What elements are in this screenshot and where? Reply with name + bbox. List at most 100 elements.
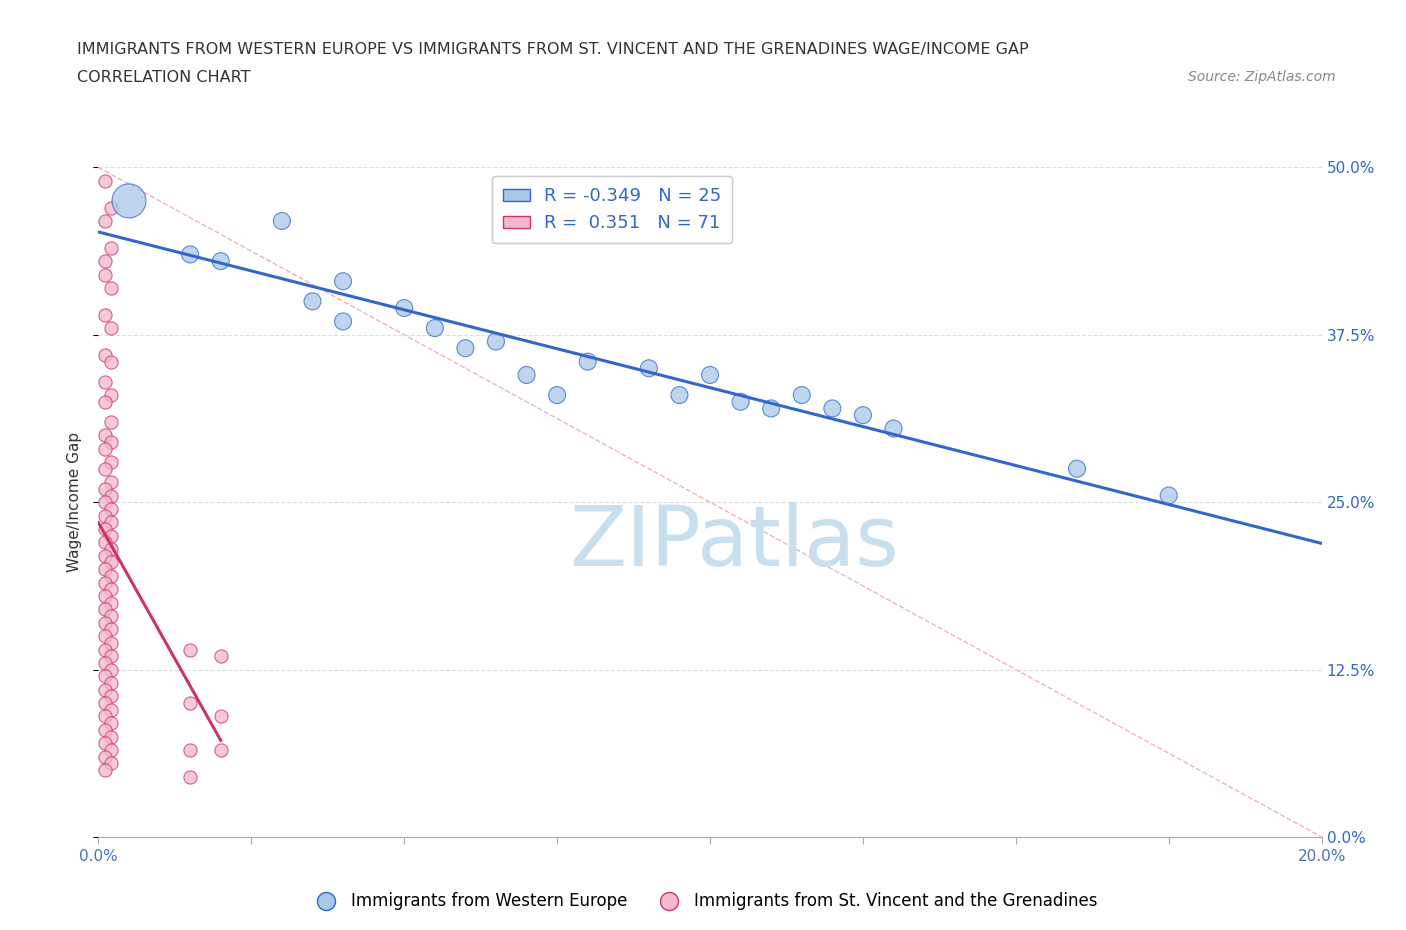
Point xyxy=(100,515,122,530)
Point xyxy=(93,173,115,188)
Point xyxy=(100,608,122,623)
Point xyxy=(100,455,122,470)
Point xyxy=(576,354,599,369)
Point xyxy=(179,742,201,757)
Point xyxy=(100,501,122,516)
Point xyxy=(1157,488,1180,503)
Point xyxy=(93,495,115,510)
Point xyxy=(100,281,122,296)
Point xyxy=(93,575,115,590)
Y-axis label: Wage/Income Gap: Wage/Income Gap xyxy=(66,432,82,572)
Point xyxy=(270,214,292,229)
Point xyxy=(118,193,141,208)
Point xyxy=(93,254,115,269)
Point xyxy=(100,388,122,403)
Point xyxy=(209,742,232,757)
Point xyxy=(759,401,782,416)
Point xyxy=(93,763,115,777)
Point xyxy=(100,595,122,610)
Point xyxy=(209,649,232,664)
Point xyxy=(100,354,122,369)
Point xyxy=(93,683,115,698)
Text: Source: ZipAtlas.com: Source: ZipAtlas.com xyxy=(1188,70,1336,84)
Point xyxy=(179,247,201,262)
Point xyxy=(668,388,690,403)
Point xyxy=(93,549,115,564)
Point xyxy=(100,756,122,771)
Point xyxy=(100,662,122,677)
Point xyxy=(332,273,354,288)
Point xyxy=(93,602,115,617)
Point xyxy=(209,709,232,724)
Point xyxy=(852,407,875,422)
Point xyxy=(100,635,122,650)
Point xyxy=(100,702,122,717)
Point xyxy=(821,401,844,416)
Point xyxy=(93,616,115,631)
Point xyxy=(100,716,122,731)
Point xyxy=(100,474,122,489)
Point xyxy=(93,669,115,684)
Point xyxy=(93,723,115,737)
Point xyxy=(93,589,115,604)
Point xyxy=(93,307,115,322)
Point xyxy=(1066,461,1088,476)
Point xyxy=(100,582,122,597)
Point xyxy=(93,656,115,671)
Point xyxy=(100,321,122,336)
Point xyxy=(93,394,115,409)
Point xyxy=(179,696,201,711)
Point xyxy=(93,562,115,577)
Point xyxy=(93,642,115,657)
Text: CORRELATION CHART: CORRELATION CHART xyxy=(77,70,250,85)
Point xyxy=(93,348,115,363)
Text: ZIPatlas: ZIPatlas xyxy=(569,502,900,583)
Point xyxy=(100,434,122,449)
Point xyxy=(93,461,115,476)
Point xyxy=(546,388,568,403)
Point xyxy=(100,649,122,664)
Point xyxy=(100,200,122,215)
Point xyxy=(93,441,115,456)
Point xyxy=(93,522,115,537)
Point xyxy=(100,541,122,556)
Legend: R = -0.349   N = 25, R =  0.351   N = 71: R = -0.349 N = 25, R = 0.351 N = 71 xyxy=(492,177,733,243)
Point xyxy=(93,696,115,711)
Point xyxy=(301,294,323,309)
Point xyxy=(179,769,201,784)
Text: IMMIGRANTS FROM WESTERN EUROPE VS IMMIGRANTS FROM ST. VINCENT AND THE GRENADINES: IMMIGRANTS FROM WESTERN EUROPE VS IMMIGR… xyxy=(77,42,1029,57)
Point xyxy=(392,300,416,315)
Point xyxy=(423,321,446,336)
Point xyxy=(100,488,122,503)
Point xyxy=(93,482,115,497)
Point xyxy=(100,528,122,543)
Point xyxy=(100,415,122,430)
Point xyxy=(93,750,115,764)
Point xyxy=(790,388,813,403)
Point xyxy=(100,729,122,744)
Point xyxy=(179,642,201,657)
Point xyxy=(454,340,477,355)
Point xyxy=(93,629,115,644)
Point xyxy=(699,367,721,382)
Point xyxy=(100,742,122,757)
Point xyxy=(93,709,115,724)
Point xyxy=(93,267,115,282)
Point xyxy=(93,508,115,523)
Point xyxy=(332,314,354,329)
Point xyxy=(209,254,232,269)
Point xyxy=(93,428,115,443)
Point xyxy=(100,675,122,690)
Point xyxy=(100,555,122,570)
Point xyxy=(100,689,122,704)
Legend: Immigrants from Western Europe, Immigrants from St. Vincent and the Grenadines: Immigrants from Western Europe, Immigran… xyxy=(302,885,1104,917)
Point xyxy=(100,568,122,583)
Point xyxy=(93,374,115,389)
Point xyxy=(100,622,122,637)
Point xyxy=(485,334,508,349)
Point xyxy=(637,361,661,376)
Point xyxy=(100,240,122,255)
Point xyxy=(516,367,538,382)
Point xyxy=(93,214,115,229)
Point xyxy=(93,535,115,550)
